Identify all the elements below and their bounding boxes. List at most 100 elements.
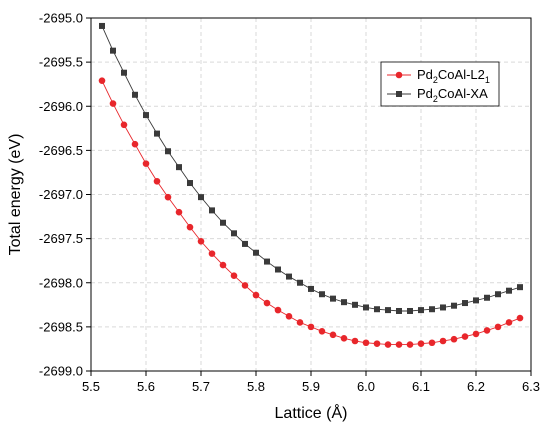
- data-point: [209, 207, 215, 214]
- legend-label-xa-main: Pd: [417, 86, 433, 101]
- data-point: [495, 291, 501, 298]
- data-point: [307, 323, 315, 331]
- tick-labels: 5.5 5.6 5.7 5.8 5.9 6.0 6.1 6.2 6.3 -2695.0 -2695.…: [39, 11, 540, 395]
- data-point: [98, 77, 106, 84]
- legend: Pd2CoAl-L21 Pd2CoAl-XA: [380, 61, 500, 107]
- data-point: [473, 297, 479, 304]
- data-point: [263, 299, 271, 307]
- data-point: [99, 22, 105, 29]
- x-tick-label: 6.2: [467, 379, 485, 394]
- x-tick-label: 5.7: [192, 379, 210, 394]
- legend-label-l21-sub2: 1: [485, 75, 490, 85]
- x-axis-title: Lattice (Å): [275, 403, 348, 422]
- data-point: [165, 148, 171, 155]
- x-tick-label: 5.5: [82, 379, 100, 394]
- data-point: [187, 180, 193, 187]
- data-point: [110, 47, 116, 54]
- data-point: [362, 339, 370, 347]
- data-point: [164, 193, 172, 201]
- data-point: [253, 249, 259, 256]
- legend-label-l21-main: Pd: [417, 67, 433, 82]
- series-1: [99, 22, 523, 314]
- legend-label-xa-mid: CoAl-XA: [438, 86, 488, 101]
- legend-entry-xa: Pd2CoAl-XA: [387, 86, 488, 104]
- data-point: [143, 112, 149, 119]
- data-point: [142, 160, 150, 167]
- x-tick-label: 5.9: [302, 379, 320, 394]
- data-point: [329, 331, 337, 339]
- data-point: [516, 314, 524, 322]
- y-tick-label: -2699.0: [39, 364, 83, 379]
- data-point: [220, 219, 226, 226]
- data-point: [406, 341, 414, 348]
- data-point: [231, 230, 237, 237]
- data-point: [175, 208, 183, 216]
- data-point: [120, 121, 128, 129]
- data-point: [385, 307, 391, 314]
- data-point: [230, 272, 238, 279]
- data-point: [198, 194, 204, 201]
- data-point: [318, 327, 326, 335]
- data-point: [319, 291, 325, 298]
- data-point: [109, 100, 117, 107]
- legend-marker-xa: [396, 91, 402, 97]
- data-point: [352, 301, 358, 308]
- data-point: [208, 250, 216, 257]
- data-point: [296, 319, 304, 326]
- x-tick-label: 5.6: [137, 379, 155, 394]
- data-point: [483, 327, 491, 334]
- data-point: [121, 69, 127, 76]
- data-point: [132, 91, 138, 98]
- legend-label-l21-sub1: 2: [433, 75, 438, 85]
- y-tick-label: -2696.0: [39, 99, 83, 114]
- data-point: [264, 258, 270, 265]
- data-point: [131, 140, 139, 148]
- legend-entry-l21: Pd2CoAl-L21: [387, 67, 490, 85]
- data-point: [384, 341, 392, 348]
- data-point: [186, 223, 194, 231]
- legend-label-xa-sub1: 2: [433, 94, 438, 104]
- data-point: [297, 279, 303, 286]
- data-point: [407, 307, 413, 314]
- data-point: [450, 335, 458, 343]
- x-tick-label: 6.0: [357, 379, 375, 394]
- data-point: [242, 240, 248, 247]
- data-point: [285, 312, 293, 320]
- x-tick-label: 6.1: [412, 379, 430, 394]
- y-axis-title: Total energy (eV): [7, 134, 24, 256]
- legend-label-xa: Pd2CoAl-XA: [417, 86, 488, 104]
- data-point: [429, 306, 435, 313]
- data-point: [330, 295, 336, 302]
- legend-label-l21: Pd2CoAl-L21: [417, 67, 490, 85]
- data-point: [462, 300, 468, 307]
- y-tick-label: -2695.5: [39, 55, 83, 70]
- data-point: [241, 282, 249, 289]
- series-layer: [98, 22, 524, 348]
- y-tick-label: -2696.5: [39, 143, 83, 158]
- data-point: [363, 304, 369, 311]
- data-point: [494, 323, 502, 331]
- data-point: [440, 304, 446, 311]
- y-tick-label: -2698.5: [39, 319, 83, 334]
- data-point: [351, 337, 359, 345]
- tick-marks: [86, 17, 532, 376]
- y-tick-label: -2697.0: [39, 187, 83, 202]
- data-point: [395, 341, 403, 348]
- data-point: [373, 340, 381, 347]
- data-point: [506, 287, 512, 294]
- data-point: [308, 285, 314, 292]
- legend-label-l21-mid: CoAl-L2: [438, 67, 485, 82]
- y-tick-label: -2697.5: [39, 231, 83, 246]
- data-point: [176, 164, 182, 171]
- data-point: [252, 291, 260, 299]
- data-point: [374, 306, 380, 313]
- data-point: [484, 294, 490, 301]
- data-point: [461, 333, 469, 340]
- y-tick-label: -2695.0: [39, 11, 83, 26]
- data-point: [340, 335, 348, 342]
- y-tick-label: -2698.0: [39, 275, 83, 290]
- data-point: [418, 307, 424, 314]
- data-point: [219, 261, 227, 269]
